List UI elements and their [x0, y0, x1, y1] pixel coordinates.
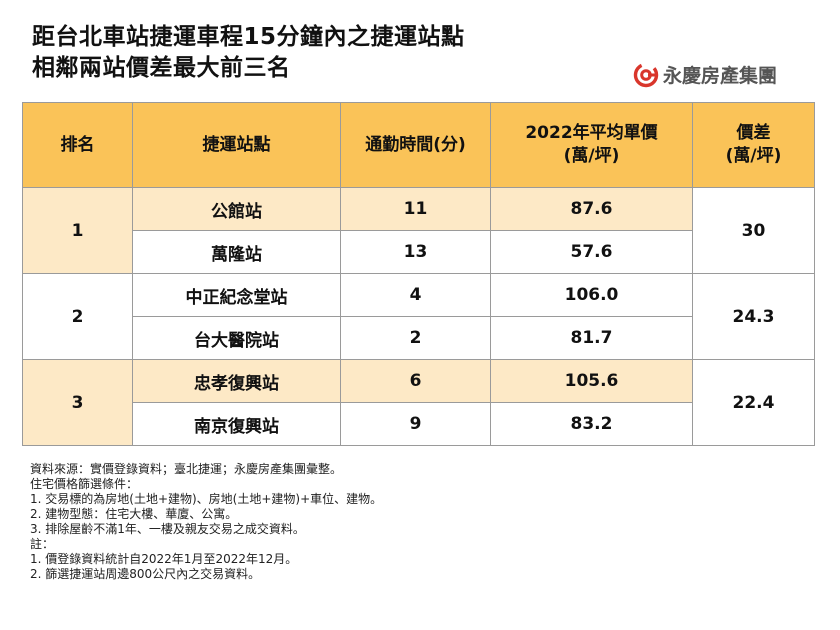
header-diff-line-1: 價差 — [736, 123, 771, 143]
station-cell: 公館站 — [132, 187, 341, 231]
brand-logo: 永慶房產集團 — [633, 61, 777, 88]
note-line: 註： — [30, 537, 55, 551]
note-line: 1. 交易標的為房地(土地+建物)、房地(土地+建物)+車位、建物。 — [30, 492, 383, 506]
header-price-line-2: (萬/坪) — [563, 146, 620, 166]
header-commute: 通勤時間(分) — [340, 102, 491, 188]
table-row: 台大醫院站 2 81.7 — [22, 316, 815, 360]
header-station: 捷運站點 — [132, 102, 341, 188]
station-price-table: 排名 捷運站點 通勤時間(分) 2022年平均單價 (萬/坪) 價差 (萬/坪)… — [22, 102, 815, 446]
note-line: 住宅價格篩選條件： — [30, 477, 139, 491]
station-cell: 萬隆站 — [132, 230, 341, 274]
price-cell: 83.2 — [490, 402, 693, 446]
station-cell: 中正紀念堂站 — [132, 273, 341, 317]
header-price-line-1: 2022年平均單價 — [525, 123, 658, 143]
price-cell: 106.0 — [490, 273, 693, 317]
commute-cell: 6 — [340, 359, 491, 403]
rank-cell: 3 — [22, 359, 133, 446]
header-price: 2022年平均單價 (萬/坪) — [490, 102, 693, 188]
table-row: 南京復興站 9 83.2 — [22, 402, 815, 446]
title-line-1: 距台北車站捷運車程15分鐘內之捷運站點 — [32, 24, 465, 50]
diff-cell: 30 — [692, 187, 815, 274]
station-cell: 忠孝復興站 — [132, 359, 341, 403]
yungching-logo-icon — [633, 62, 659, 87]
header-rank: 排名 — [22, 102, 133, 188]
commute-cell: 4 — [340, 273, 491, 317]
header-diff-line-2: (萬/坪) — [725, 146, 782, 166]
table-row: 1 公館站 11 87.6 30 — [22, 187, 815, 274]
commute-cell: 11 — [340, 187, 491, 231]
footnotes: 資料來源：實價登錄資料；臺北捷運；永慶房產集團彙整。 住宅價格篩選條件： 1. … — [30, 462, 382, 582]
commute-cell: 13 — [340, 230, 491, 274]
header-diff: 價差 (萬/坪) — [692, 102, 815, 188]
price-cell: 57.6 — [490, 230, 693, 274]
diff-cell: 22.4 — [692, 359, 815, 446]
price-cell: 87.6 — [490, 187, 693, 231]
title-line-2: 相鄰兩站價差最大前三名 — [32, 55, 291, 81]
commute-cell: 2 — [340, 316, 491, 360]
brand-name: 永慶房產集團 — [663, 65, 778, 87]
station-cell: 台大醫院站 — [132, 316, 341, 360]
page-title: 距台北車站捷運車程15分鐘內之捷運站點 相鄰兩站價差最大前三名 — [32, 22, 465, 84]
station-cell: 南京復興站 — [132, 402, 341, 446]
note-line: 1. 價登錄資料統計自2022年1月至2022年12月。 — [30, 552, 298, 566]
table-header-row: 排名 捷運站點 通勤時間(分) 2022年平均單價 (萬/坪) 價差 (萬/坪) — [22, 102, 815, 188]
table-row: 3 忠孝復興站 6 105.6 22.4 — [22, 359, 815, 446]
price-cell: 105.6 — [490, 359, 693, 403]
note-line: 3. 排除屋齡不滿1年、一樓及親友交易之成交資料。 — [30, 522, 305, 536]
price-cell: 81.7 — [490, 316, 693, 360]
note-line: 2. 篩選捷運站周邊800公尺內之交易資料。 — [30, 567, 261, 581]
commute-cell: 9 — [340, 402, 491, 446]
diff-cell: 24.3 — [692, 273, 815, 360]
rank-cell: 2 — [22, 273, 133, 360]
note-line: 資料來源：實價登錄資料；臺北捷運；永慶房產集團彙整。 — [30, 462, 343, 476]
rank-cell: 1 — [22, 187, 133, 274]
table-row: 2 中正紀念堂站 4 106.0 24.3 — [22, 273, 815, 360]
note-line: 2. 建物型態：住宅大樓、華廈、公寓。 — [30, 507, 238, 521]
table-row: 萬隆站 13 57.6 — [22, 230, 815, 274]
